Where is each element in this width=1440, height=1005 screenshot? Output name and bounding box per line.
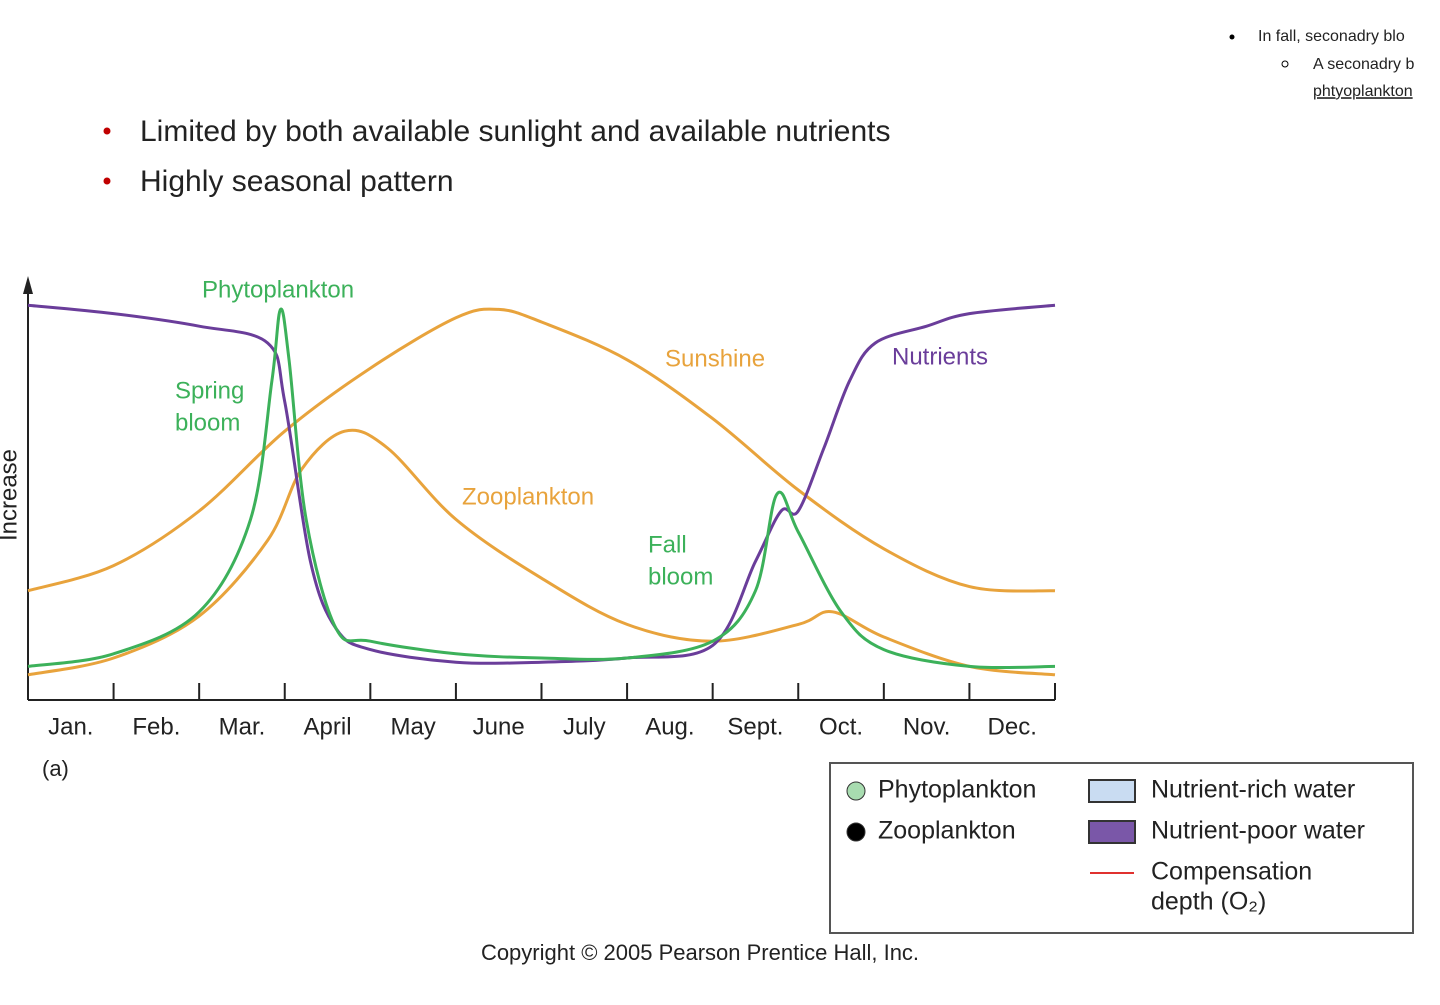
x-tick-label: Nov. — [903, 713, 951, 740]
bullet-dot — [103, 177, 111, 185]
note-text: In fall, seconadry blo — [1258, 28, 1405, 45]
x-tick-label: Jan. — [48, 713, 93, 740]
series-label: Sunshine — [665, 345, 765, 372]
annotation: Fall — [648, 531, 687, 558]
series-line — [27, 307, 1056, 670]
note-text: A seconadry b — [1313, 56, 1415, 73]
legend-marker — [1088, 820, 1136, 844]
legend-label: depth (O₂) — [1151, 888, 1266, 916]
legend-label: Nutrient-rich water — [1151, 776, 1355, 804]
x-tick-label: May — [390, 713, 435, 740]
legend-label: Nutrient-poor water — [1151, 817, 1365, 845]
legend-label: Zooplankton — [878, 817, 1016, 845]
bullet-text: Highly seasonal pattern — [140, 165, 454, 198]
bullet-text: Limited by both available sunlight and a… — [140, 115, 890, 148]
annotation: bloom — [175, 409, 240, 436]
note-text: phtyoplankton — [1313, 83, 1413, 100]
series-label: Phytoplankton — [202, 276, 354, 303]
x-tick-label: Dec. — [988, 713, 1037, 740]
annotation: bloom — [648, 563, 713, 590]
series-line — [27, 307, 1056, 593]
series-line — [27, 428, 1056, 677]
annotation: Spring — [175, 377, 244, 404]
x-tick-label: Mar. — [219, 713, 266, 740]
legend-marker — [1088, 779, 1136, 803]
series-label: Nutrients — [892, 343, 988, 370]
axis-arrow — [23, 276, 33, 294]
note-dot — [1229, 34, 1235, 40]
x-tick-label: July — [563, 713, 606, 740]
legend-marker — [846, 822, 866, 842]
x-tick-label: Oct. — [819, 713, 863, 740]
panel-label: (a) — [42, 756, 69, 781]
note-dot — [1281, 60, 1289, 68]
copyright: Copyright © 2005 Pearson Prentice Hall, … — [481, 940, 919, 965]
legend-label: Compensation — [1151, 858, 1312, 886]
x-tick-label: Sept. — [727, 713, 783, 740]
legend-label: Phytoplankton — [878, 776, 1036, 804]
x-tick-label: Feb. — [132, 713, 180, 740]
bullet-dot — [103, 127, 111, 135]
legend-marker — [846, 781, 866, 801]
x-tick-label: June — [473, 713, 525, 740]
y-axis-label: Increase — [0, 449, 22, 541]
x-tick-label: April — [304, 713, 352, 740]
x-tick-label: Aug. — [645, 713, 694, 740]
series-label: Zooplankton — [462, 483, 594, 510]
